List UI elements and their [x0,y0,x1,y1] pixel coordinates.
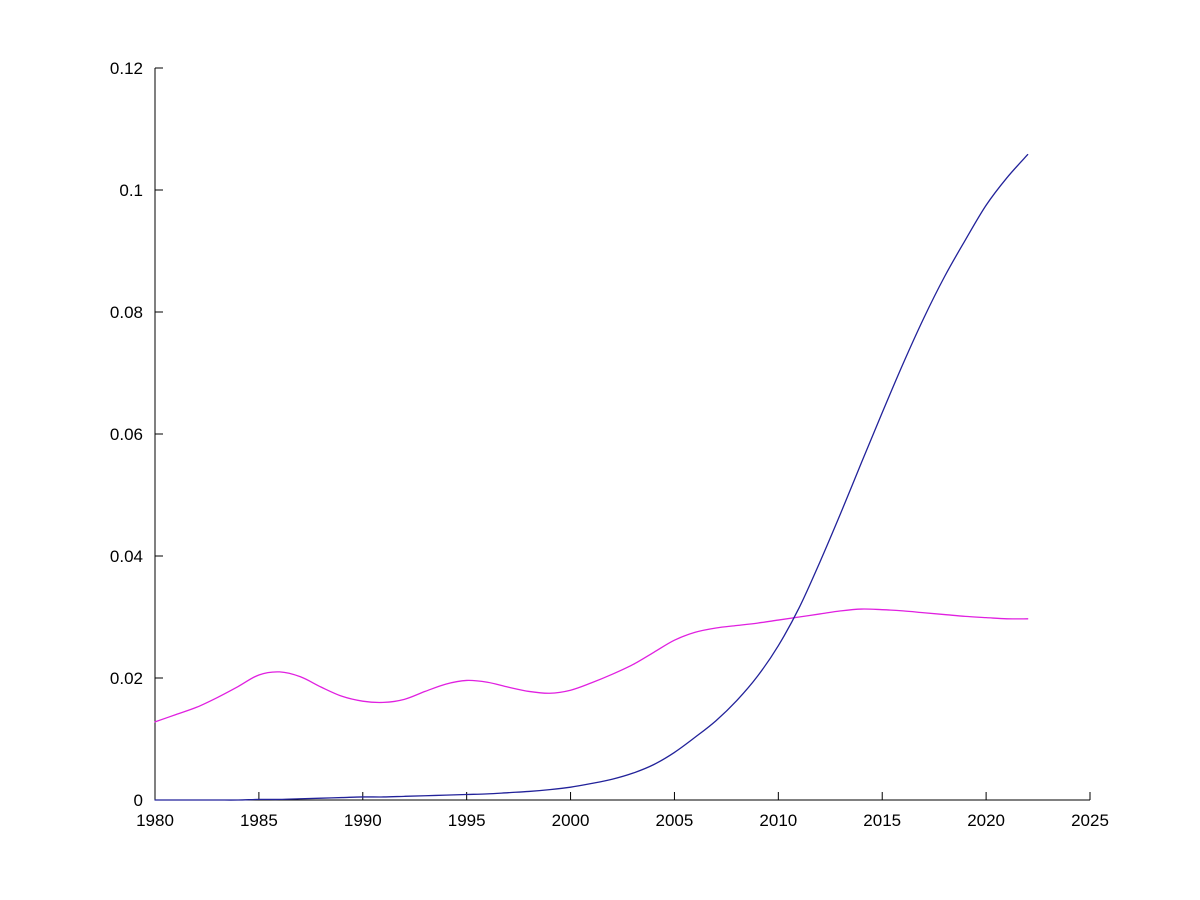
x-tick-label: 1990 [344,811,382,830]
x-tick-label: 2005 [656,811,694,830]
x-tick-label: 2010 [759,811,797,830]
y-tick-label: 0.04 [110,547,143,566]
x-tick-label: 2015 [863,811,901,830]
x-tick-label: 1985 [240,811,278,830]
y-tick-label: 0.06 [110,425,143,444]
dark-blue-series-line [154,153,1029,801]
y-tick-label: 0.12 [110,59,143,78]
y-tick-label: 0.02 [110,669,143,688]
x-tick-label: 2025 [1071,811,1109,830]
x-tick-label: 2000 [552,811,590,830]
x-tick-label: 1995 [448,811,486,830]
x-tick-label: 1980 [136,811,174,830]
y-tick-label: 0.1 [119,181,143,200]
x-tick-label: 2020 [967,811,1005,830]
magenta-series-line [154,608,1029,723]
y-tick-label: 0.08 [110,303,143,322]
y-tick-label: 0 [134,791,143,810]
